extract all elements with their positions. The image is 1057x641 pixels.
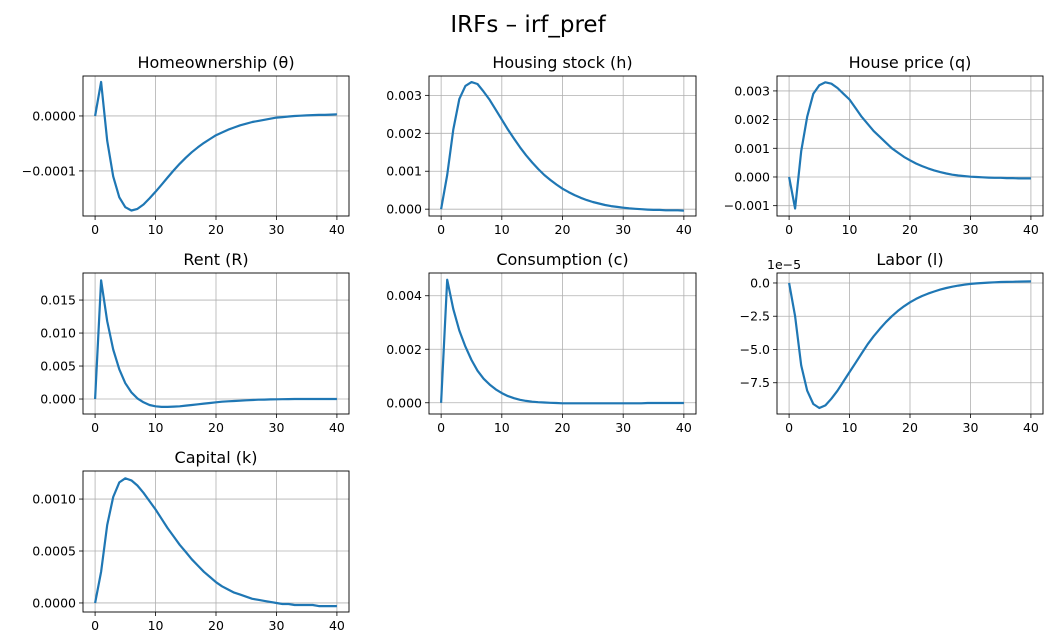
axes-frame xyxy=(82,470,350,613)
x-tick-label: 40 xyxy=(676,222,692,237)
x-tick-label: 20 xyxy=(555,420,571,435)
x-tick-label: 30 xyxy=(963,222,979,237)
x-tick-label: 10 xyxy=(494,420,510,435)
x-tick-label: 40 xyxy=(329,222,345,237)
x-tick-label: 20 xyxy=(208,618,224,633)
axes-frame xyxy=(82,75,350,217)
y-tick-label: 0.002 xyxy=(734,112,770,127)
y-tick-label: 0.000 xyxy=(386,395,422,410)
y-tick-label: −7.5 xyxy=(740,375,770,390)
axes-frame xyxy=(776,272,1044,415)
subplot-title: House price (q) xyxy=(849,53,972,72)
subplot-1: 0 10 20 30 40 0.0000 −0.0001 Homeownership (θ) xyxy=(22,53,350,237)
x-tick-label: 0 xyxy=(785,420,793,435)
subplot-4: 0 10 20 30 40 0.000 0.005 0.010 0.015 Rent (R) xyxy=(40,250,350,435)
subplot-title: Labor (l) xyxy=(876,250,943,269)
x-tick-label: 20 xyxy=(555,222,571,237)
y-tick-label: 0.015 xyxy=(40,293,76,308)
subplot-5: 0 10 20 30 40 0.000 0.002 0.004 Consumption (c) xyxy=(386,250,697,435)
x-tick-label: 10 xyxy=(148,618,164,633)
axes-frame xyxy=(428,75,697,217)
y-tick-label: 0.005 xyxy=(40,359,76,374)
x-tick-label: 0 xyxy=(785,222,793,237)
y-tick-label: 0.003 xyxy=(386,88,422,103)
y-tick-label: 0.0000 xyxy=(32,108,76,123)
x-tick-label: 40 xyxy=(1023,420,1039,435)
subplot-3: 0 10 20 30 40 −0.001 0.000 0.001 0.002 0.003 House… xyxy=(724,53,1044,237)
x-tick-label: 0 xyxy=(91,618,99,633)
y-tick-label: 0.010 xyxy=(40,326,76,341)
x-tick-label: 40 xyxy=(1023,222,1039,237)
series-line xyxy=(94,477,337,608)
y-tick-label: 0.0005 xyxy=(32,544,76,559)
x-tick-label: 20 xyxy=(902,420,918,435)
y-tick-label: 0.0000 xyxy=(32,595,76,610)
offset-text: 1e−5 xyxy=(767,257,801,272)
series-line xyxy=(440,80,684,212)
axes-frame xyxy=(776,75,1044,217)
x-tick-label: 10 xyxy=(148,420,164,435)
y-tick-label: 0.003 xyxy=(734,83,770,98)
subplot-title: Consumption (c) xyxy=(496,250,628,269)
x-tick-label: 0 xyxy=(91,222,99,237)
x-tick-label: 30 xyxy=(615,222,631,237)
y-tick-label: 0.000 xyxy=(734,169,770,184)
x-tick-label: 40 xyxy=(329,420,345,435)
subplot-6: 0 10 20 30 40 0.0 −2.5 −5.0 −7.5 Labor (l) 1e−5 xyxy=(740,250,1044,435)
x-tick-label: 10 xyxy=(148,222,164,237)
y-tick-label: 0.0 xyxy=(750,275,770,290)
subplot-title: Homeownership (θ) xyxy=(137,53,294,72)
subplot-title: Capital (k) xyxy=(175,448,258,467)
x-tick-label: 30 xyxy=(963,420,979,435)
subplot-2: 0 10 20 30 40 0.000 0.001 0.002 0.003 Housing sto… xyxy=(386,53,697,237)
x-tick-label: 30 xyxy=(269,420,285,435)
y-tick-label: 0.004 xyxy=(386,288,422,303)
axes-frame xyxy=(82,272,350,415)
series-line xyxy=(440,278,684,405)
x-tick-label: 0 xyxy=(437,420,445,435)
x-tick-label: 40 xyxy=(676,420,692,435)
y-tick-label: 0.0010 xyxy=(32,492,76,507)
y-tick-label: 0.002 xyxy=(386,126,422,141)
y-tick-label: 0.001 xyxy=(386,164,422,179)
y-tick-label: 0.002 xyxy=(386,342,422,357)
x-tick-label: 10 xyxy=(494,222,510,237)
y-tick-label: 0.001 xyxy=(734,141,770,156)
subplot-title: Rent (R) xyxy=(183,250,248,269)
x-tick-label: 40 xyxy=(329,618,345,633)
x-tick-label: 10 xyxy=(842,222,858,237)
figure-title: IRFs – irf_pref xyxy=(450,12,606,38)
series-line xyxy=(94,279,337,408)
x-tick-label: 0 xyxy=(91,420,99,435)
x-tick-label: 10 xyxy=(842,420,858,435)
series-line xyxy=(94,80,337,212)
y-tick-label: 0.000 xyxy=(386,202,422,217)
series-line xyxy=(788,280,1031,410)
x-tick-label: 30 xyxy=(615,420,631,435)
x-tick-label: 20 xyxy=(208,420,224,435)
x-tick-label: 30 xyxy=(269,618,285,633)
y-tick-label: −0.0001 xyxy=(22,163,76,178)
x-tick-label: 20 xyxy=(208,222,224,237)
subplot-title: Housing stock (h) xyxy=(492,53,632,72)
axes-frame xyxy=(428,272,697,415)
x-tick-label: 0 xyxy=(437,222,445,237)
x-tick-label: 30 xyxy=(269,222,285,237)
series-line xyxy=(788,81,1031,210)
y-tick-label: −0.001 xyxy=(724,198,770,213)
subplot-7: 0 10 20 30 40 0.0000 0.0005 0.0010 Capital (k) xyxy=(32,448,350,633)
y-tick-label: 0.000 xyxy=(40,392,76,407)
y-tick-label: −2.5 xyxy=(740,309,770,324)
y-tick-label: −5.0 xyxy=(740,342,770,357)
x-tick-label: 20 xyxy=(902,222,918,237)
